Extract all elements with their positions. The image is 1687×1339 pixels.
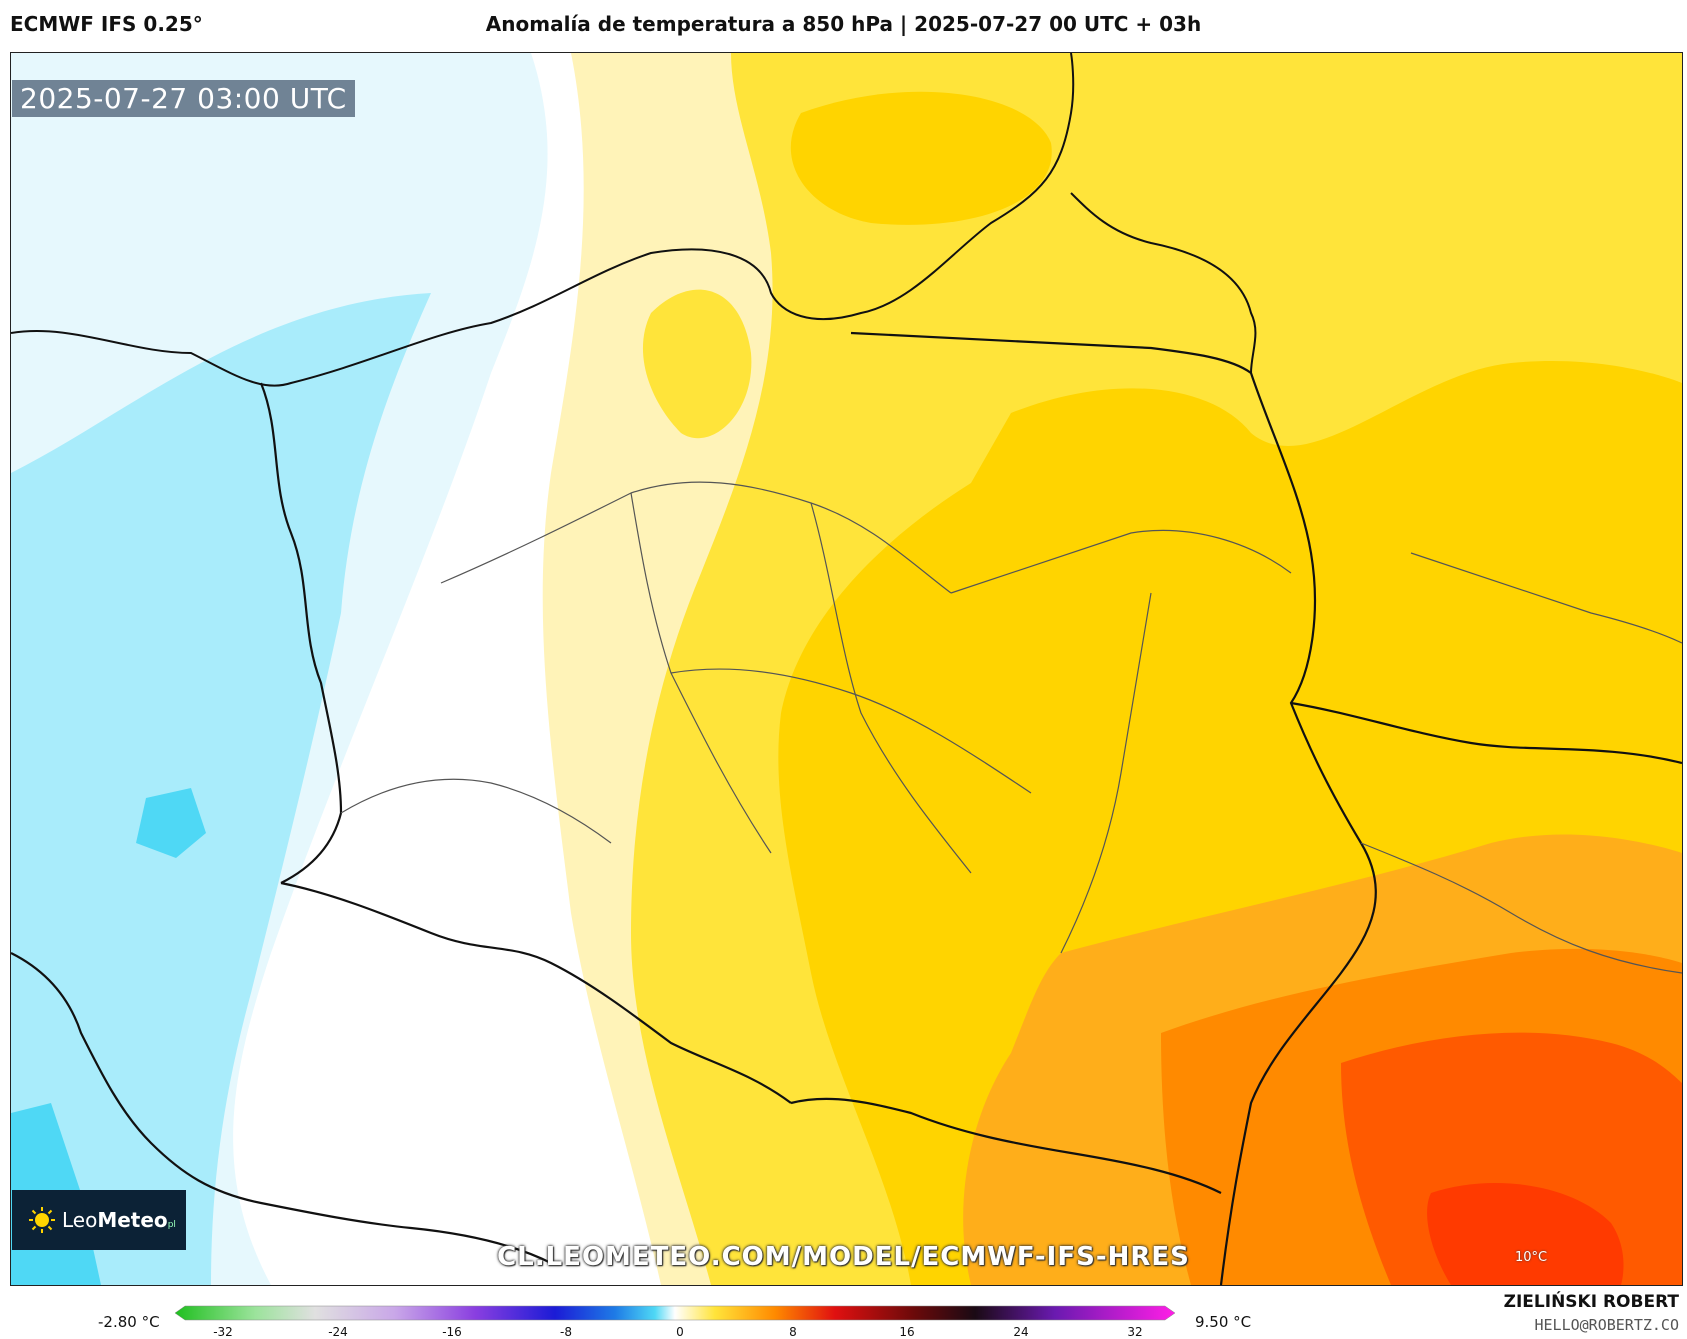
colorbar-tick: 16 [899,1325,915,1339]
author-name: ZIELIŃSKI ROBERT [1503,1292,1679,1312]
colorbar-tick: 24 [1013,1325,1029,1339]
extreme-region [1427,1183,1624,1285]
valid-time-badge: 2025-07-27 03:00 UTC [12,80,355,117]
logo-text: LeoMeteopl [62,1208,176,1232]
regional-borders [340,481,1682,974]
warmer-region-north [790,91,1052,225]
colorbar-min-label: -2.80 °C [98,1313,160,1331]
sun-icon [29,1207,55,1233]
colorbar-tick: -24 [328,1325,348,1339]
temperature-anomaly-map [11,53,1682,1285]
colorbar-tick: -16 [442,1325,462,1339]
map-area[interactable] [10,52,1683,1286]
author-email[interactable]: HELLO@ROBERTZ.CO [1534,1316,1680,1334]
temperature-colorbar [175,1305,1175,1321]
cold-region [11,293,431,1285]
coastline [11,53,1257,387]
colorbar-tick: 32 [1127,1325,1143,1339]
cold-deep-patch-1 [136,788,206,858]
colorbar-tick: -8 [560,1325,572,1339]
colorbar-max-label: 9.50 °C [1195,1313,1252,1331]
map-title: Anomalía de temperatura a 850 hPa | 2025… [485,12,1202,36]
model-name: ECMWF IFS 0.25° [10,12,203,36]
source-url: CL.LEOMETEO.COM/MODEL/ECMWF-IFS-HRES [497,1242,1190,1272]
leometeo-logo[interactable]: LeoMeteopl [12,1190,186,1250]
colorbar-tick: 8 [789,1325,797,1339]
warm-region-north [642,289,752,439]
colorbar-tick: -32 [213,1325,233,1339]
contour-label: 10°C [1515,1250,1548,1265]
colorbar-tick: 0 [676,1325,684,1339]
